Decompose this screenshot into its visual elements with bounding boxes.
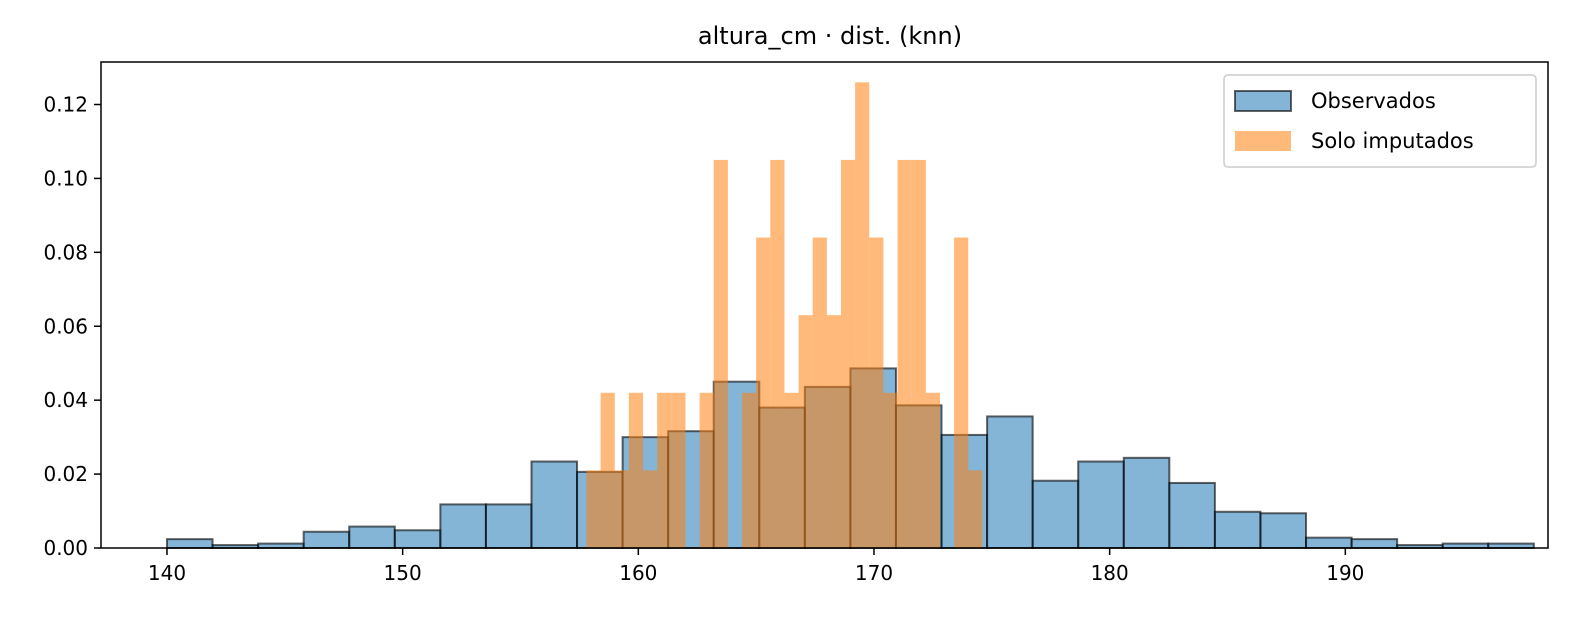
- y-tick-label: 0.12: [43, 93, 88, 117]
- imputados-bar: [628, 392, 644, 548]
- imputados-bar: [784, 392, 799, 548]
- observados-bar: [439, 503, 487, 550]
- imputados-bar: [968, 470, 983, 548]
- observados-bar: [165, 538, 214, 550]
- axes-layer: 140 150 160 170 180 190 0.00 0.02 0.04 0.06 0.08 0.…: [43, 61, 1549, 585]
- observados-bar: [393, 529, 442, 550]
- observados-bar: [1259, 512, 1308, 550]
- observados-bar: [1350, 538, 1399, 550]
- observados-bar: [530, 460, 579, 549]
- imputados-bar: [911, 159, 926, 548]
- x-tick-label: 190: [1326, 561, 1364, 585]
- imputados-bar: [699, 392, 714, 548]
- observados-bar: [1031, 479, 1080, 549]
- imputados-bar: [798, 315, 813, 548]
- observados-bar: [1213, 510, 1262, 549]
- observados-bar: [348, 525, 396, 549]
- imputados-bar: [812, 237, 827, 549]
- x-tick-label: 170: [855, 561, 893, 585]
- legend-swatch-observados: [1234, 90, 1292, 112]
- y-tick-label: 0.02: [43, 462, 88, 486]
- imputados-bar: [600, 392, 615, 548]
- x-tick-label: 140: [148, 561, 186, 585]
- legend-label-imputados: Solo imputados: [1311, 129, 1474, 153]
- observados-bar: [1122, 456, 1171, 550]
- observados-bar: [1077, 460, 1125, 549]
- y-tick-label: 0.10: [43, 166, 88, 190]
- imputados-bar: [954, 237, 969, 549]
- imputados-bar: [657, 392, 672, 548]
- imputados-bar: [869, 237, 884, 549]
- imputados-bar: [826, 315, 841, 548]
- legend-swatch-imputados: [1235, 131, 1291, 151]
- imputados-bar: [883, 392, 898, 548]
- chart-title: altura_cm · dist. (knn): [698, 22, 962, 50]
- y-tick-label: 0.04: [43, 388, 88, 412]
- imputados-bar: [643, 470, 658, 548]
- imputados-bar: [586, 470, 601, 548]
- observados-bar: [302, 530, 351, 549]
- observados-bar: [1168, 481, 1216, 550]
- y-tick-label: 0.00: [43, 536, 88, 560]
- imputados-bar: [770, 159, 785, 548]
- legend: Observados Solo imputados: [1223, 74, 1537, 168]
- legend-box: [1223, 74, 1537, 168]
- imputados-bar: [855, 82, 870, 548]
- x-tick-label: 180: [1091, 561, 1129, 585]
- imputados-bar: [713, 159, 728, 548]
- imputados-bar: [614, 470, 629, 548]
- observados-bar: [484, 503, 533, 550]
- observados-bar: [1305, 536, 1353, 550]
- y-tick-label: 0.08: [43, 240, 88, 264]
- imputados-bar: [897, 159, 912, 548]
- x-tick-label: 150: [384, 561, 422, 585]
- observados-bar: [986, 415, 1034, 549]
- imputados-bar: [742, 392, 757, 548]
- imputados-bar: [841, 159, 856, 548]
- x-tick-label: 160: [619, 561, 657, 585]
- bars-layer: [165, 82, 1535, 550]
- imputados-bar: [671, 392, 686, 548]
- imputados-bar: [925, 392, 940, 548]
- imputados-bar: [756, 237, 771, 549]
- plot-frame: [100, 61, 1549, 549]
- legend-label-observados: Observados: [1311, 89, 1436, 113]
- y-tick-label: 0.06: [43, 314, 88, 338]
